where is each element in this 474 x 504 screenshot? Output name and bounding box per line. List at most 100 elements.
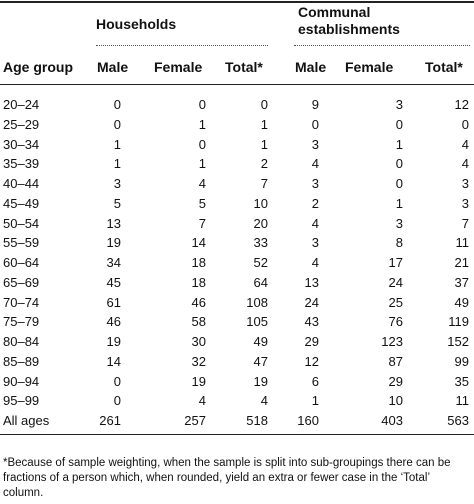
age-group-label: 80–84 [3, 334, 40, 349]
table-cell: 4 [311, 255, 319, 270]
table-cell: 45 [106, 274, 121, 290]
column-header-1: Male [97, 59, 129, 75]
group-header-communal: Communal establishments [298, 4, 400, 37]
table-cell: 3 [311, 235, 319, 251]
communal-span-rule [294, 45, 470, 46]
age-group-label: 50–54 [3, 215, 40, 231]
table-cell: 1 [260, 116, 268, 132]
age-group-label: 90–94 [3, 373, 40, 389]
table-cell: 37 [454, 274, 469, 290]
table-cell: 1 [198, 116, 206, 132]
table-cell: 24 [304, 294, 319, 310]
table-cell: 34 [106, 255, 121, 270]
age-group-label: All ages [3, 413, 50, 428]
table-cell: 87 [388, 353, 403, 369]
table-cell: 11 [455, 393, 470, 409]
table-cell: 49 [253, 334, 268, 349]
age-group-label: 30–34 [3, 136, 40, 152]
table-cell: 1 [395, 136, 403, 152]
table-cell: 7 [260, 176, 268, 191]
table-cell: 10 [253, 195, 268, 211]
column-header-3: Total* [225, 59, 263, 75]
table-cell: 8 [395, 235, 403, 251]
table-cell: 160 [297, 413, 319, 428]
age-group-label: 20–24 [3, 97, 40, 112]
table-cell: 4 [311, 156, 319, 172]
table-cell: 14 [106, 353, 121, 369]
table-cell: 6 [311, 373, 319, 389]
table-cell: 17 [388, 255, 403, 270]
table-cell: 123 [381, 334, 403, 349]
column-header-2: Female [154, 59, 203, 75]
table-cell: 257 [184, 413, 206, 428]
table-cell: 0 [311, 116, 319, 132]
table-cell: 3 [395, 215, 403, 231]
table-cell: 25 [388, 294, 403, 310]
table-cell: 29 [388, 373, 403, 389]
table-cell: 3 [395, 97, 403, 112]
table-cell: 0 [395, 116, 403, 132]
table-cell: 0 [198, 136, 206, 152]
column-header-6: Total* [425, 59, 463, 75]
age-group-label: 35–39 [3, 156, 40, 172]
table-cell: 7 [198, 215, 206, 231]
table-cell: 3 [311, 176, 319, 191]
table-cell: 3 [311, 136, 319, 152]
table-cell: 0 [113, 373, 121, 389]
table-cell: 76 [388, 314, 403, 330]
table-cell: 43 [304, 314, 319, 330]
table-cell: 11 [455, 235, 470, 251]
age-group-label: 65–69 [3, 274, 40, 290]
table-cell: 10 [388, 393, 403, 409]
table-cell: 563 [447, 413, 469, 428]
table-cell: 1 [198, 156, 206, 172]
table-cell: 64 [253, 274, 268, 290]
table-cell: 47 [253, 353, 268, 369]
table-cell: 2 [260, 156, 268, 172]
table-cell: 12 [304, 353, 319, 369]
table-cell: 4 [198, 176, 206, 191]
age-group-label: 75–79 [3, 314, 40, 330]
column-header-4: Male [295, 59, 327, 75]
table-cell: 0 [395, 156, 403, 172]
table-cell: 3 [461, 176, 469, 191]
households-span-rule [96, 45, 268, 46]
table-cell: 518 [246, 413, 268, 428]
table-cell: 4 [198, 393, 206, 409]
age-group-label: 85–89 [3, 353, 40, 369]
table-cell: 0 [198, 97, 206, 112]
table-cell: 61 [106, 294, 121, 310]
table-cell: 0 [113, 393, 121, 409]
table-cell: 1 [260, 136, 268, 152]
table-cell: 49 [454, 294, 469, 310]
table-cell: 0 [395, 176, 403, 191]
table-cell: 20 [253, 215, 268, 231]
top-rule [0, 1, 474, 3]
table-cell: 4 [311, 215, 319, 231]
age-group-label: 40–44 [3, 176, 40, 191]
table-cell: 7 [461, 215, 469, 231]
table-cell: 13 [106, 215, 121, 231]
table-cell: 4 [461, 136, 469, 152]
table-cell: 33 [253, 235, 268, 251]
table-cell: 19 [106, 235, 121, 251]
table-cell: 119 [448, 314, 469, 330]
table-cell: 12 [454, 97, 469, 112]
table-cell: 4 [461, 156, 469, 172]
table-cell: 58 [191, 314, 206, 330]
age-group-label: 25–29 [3, 116, 40, 132]
table-cell: 1 [395, 195, 403, 211]
table-cell: 403 [381, 413, 403, 428]
table-cell: 0 [113, 116, 121, 132]
table-cell: 30 [191, 334, 206, 349]
column-header-0: Age group [3, 59, 73, 75]
group-header-households: Households [96, 16, 177, 32]
table-cell: 5 [198, 195, 206, 211]
age-group-label: 60–64 [3, 255, 40, 270]
table-cell: 35 [454, 373, 469, 389]
table-cell: 46 [191, 294, 206, 310]
age-group-label: 95–99 [3, 393, 40, 409]
table-cell: 21 [454, 255, 469, 270]
table-cell: 1 [311, 393, 319, 409]
